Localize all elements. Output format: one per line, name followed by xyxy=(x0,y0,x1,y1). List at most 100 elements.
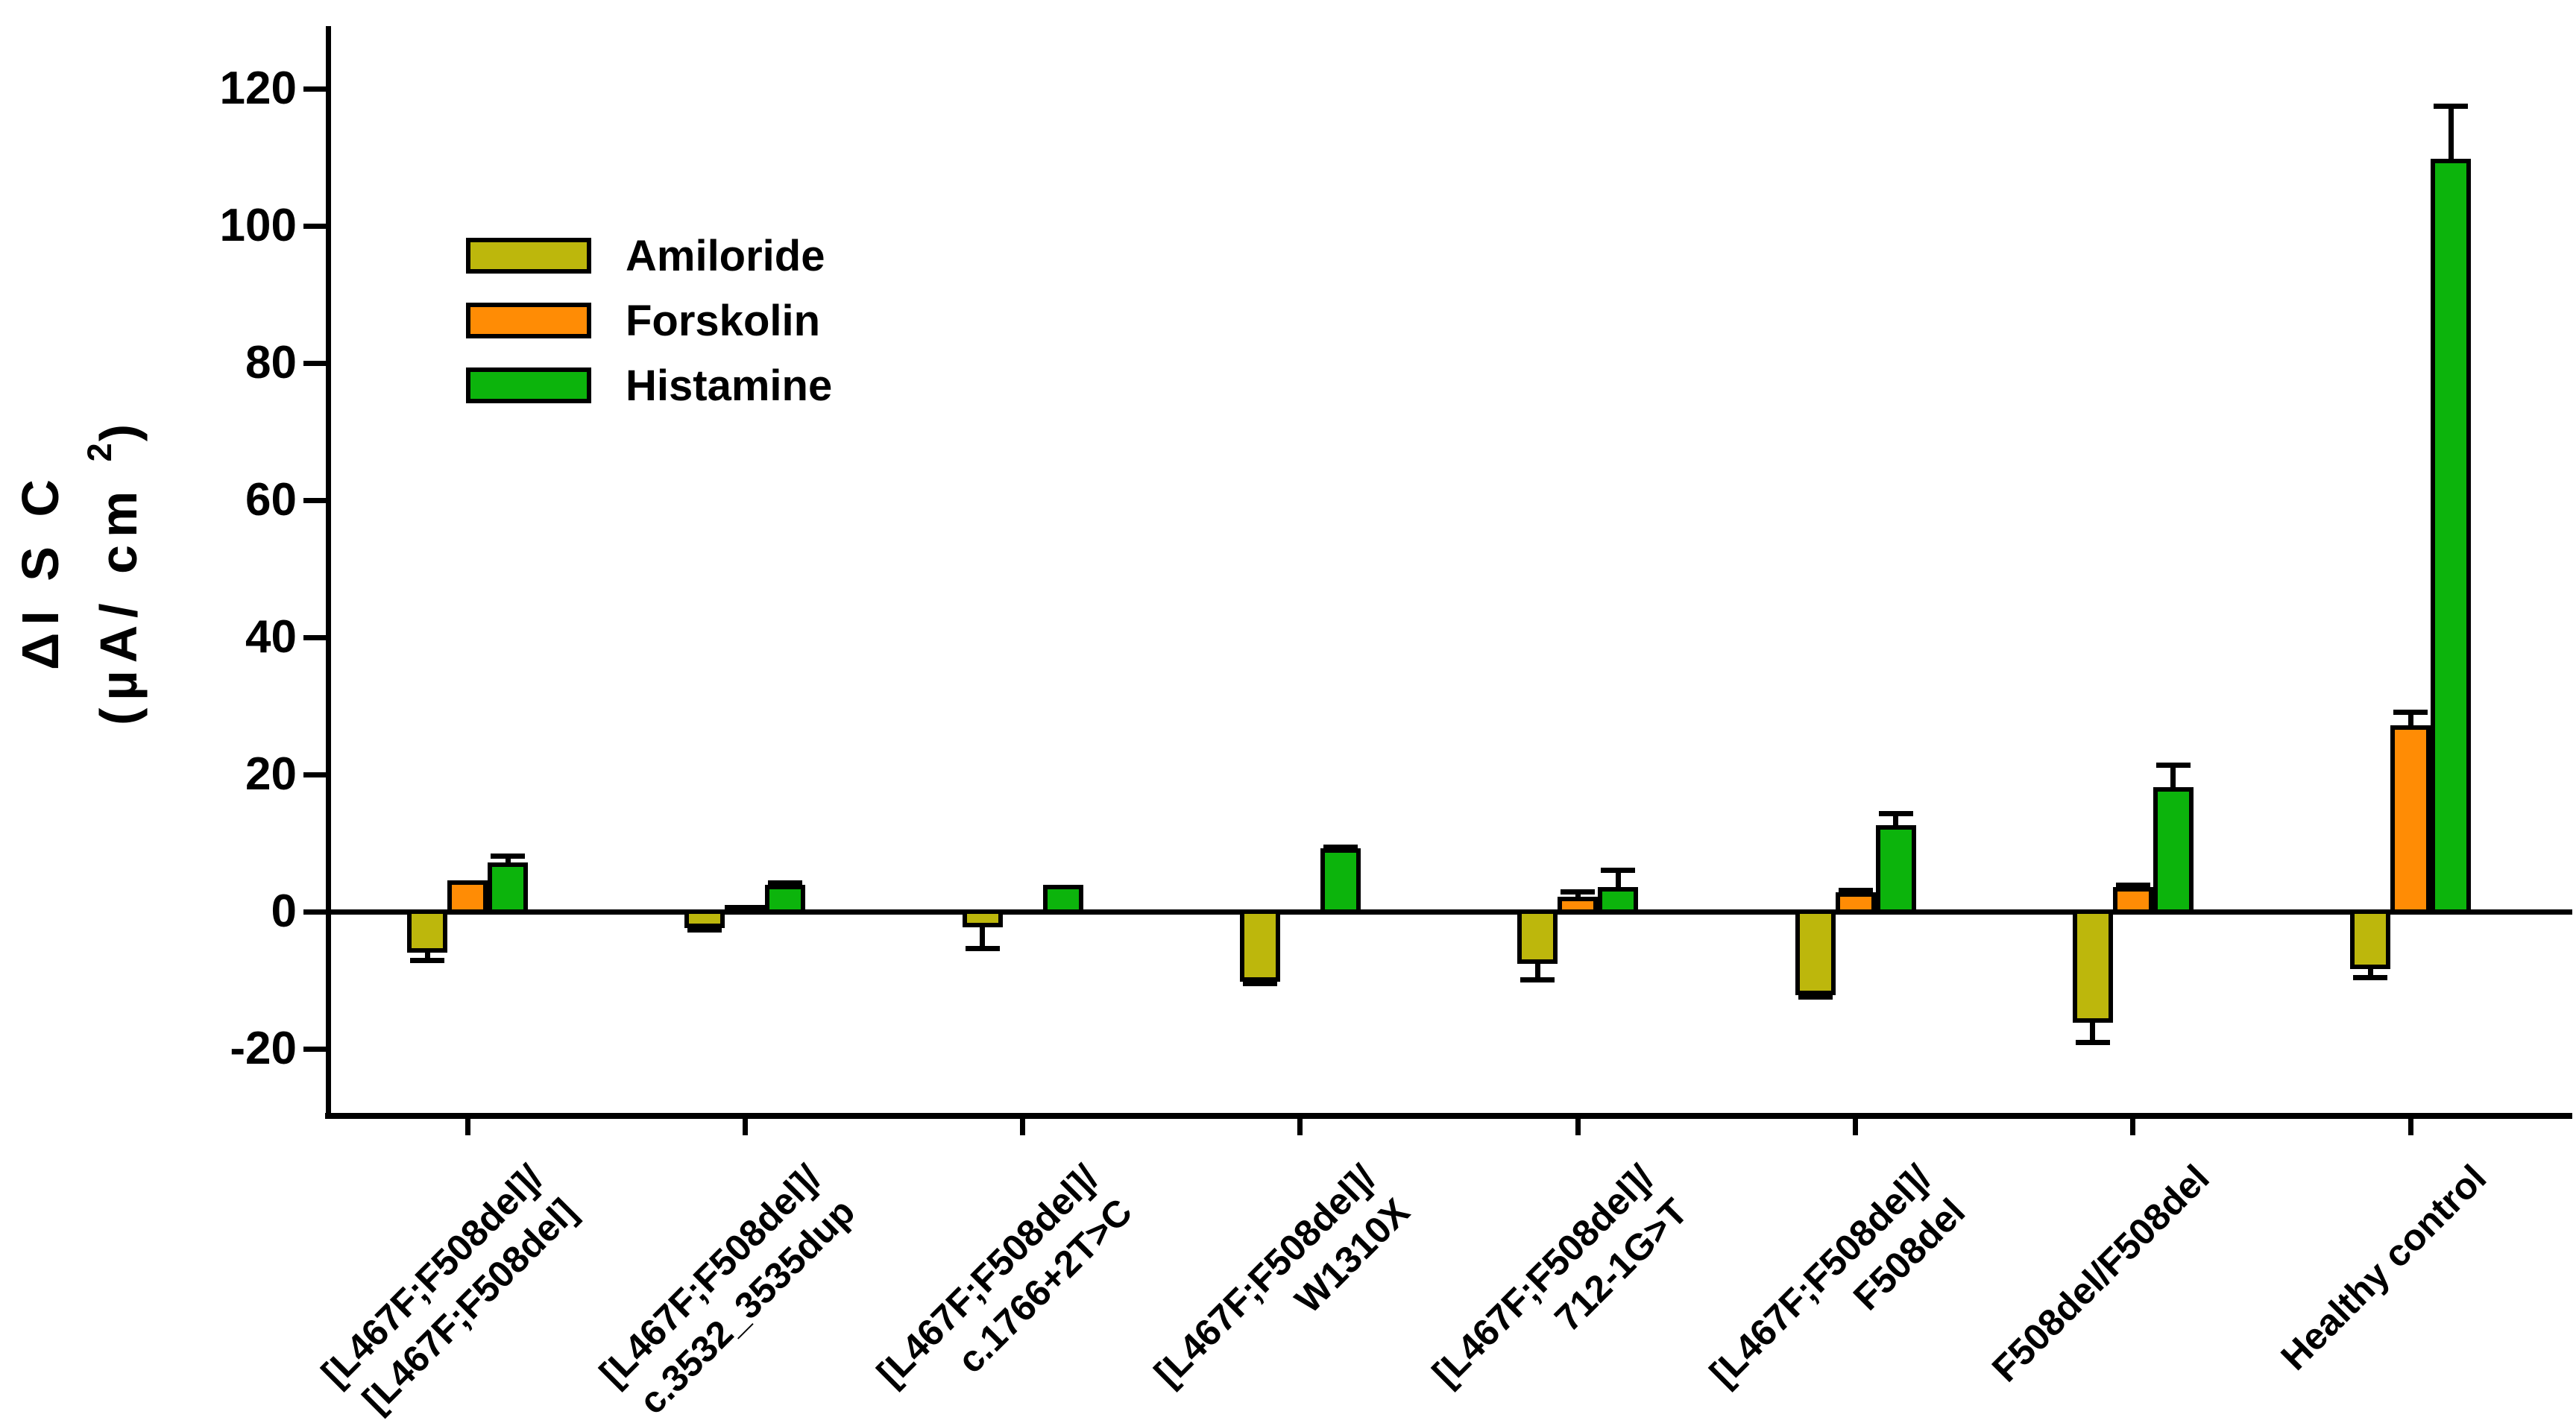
error-cap-amiloride-1 xyxy=(687,927,722,933)
y-axis-label-line2: (µA/ cm 2) xyxy=(81,416,148,726)
y-tick xyxy=(303,772,327,777)
bar-forskolin-7 xyxy=(2390,725,2431,914)
error-bar-amiloride-6 xyxy=(2090,1020,2096,1043)
legend-swatch-amiloride xyxy=(466,238,591,274)
bar-histamine-1 xyxy=(765,884,806,914)
x-tick xyxy=(1575,1116,1581,1135)
x-tick xyxy=(1853,1116,1858,1135)
error-cap-amiloride-3 xyxy=(1242,981,1277,987)
x-axis-label: F508del/F508del xyxy=(1982,1155,2219,1392)
error-bar-amiloride-7 xyxy=(2367,966,2373,978)
error-bar-forskolin-4 xyxy=(1575,892,1581,900)
y-tick-label: 20 xyxy=(245,748,297,800)
bar-amiloride-4 xyxy=(1517,909,1558,965)
y-tick-label: 80 xyxy=(245,337,297,388)
legend-swatch-histamine xyxy=(466,367,591,403)
bar-histamine-5 xyxy=(1875,824,1916,914)
error-bar-amiloride-0 xyxy=(424,950,430,961)
bar-forskolin-1 xyxy=(725,905,766,915)
error-cap-amiloride-4 xyxy=(1520,977,1555,982)
error-cap-histamine-3 xyxy=(1323,845,1358,851)
bar-histamine-4 xyxy=(1598,886,1639,914)
error-cap-amiloride-2 xyxy=(965,946,1000,952)
error-cap-histamine-0 xyxy=(491,853,525,859)
bar-amiloride-5 xyxy=(1795,909,1836,995)
error-cap-amiloride-5 xyxy=(1798,994,1833,1000)
bar-histamine-7 xyxy=(2431,158,2472,914)
x-axis-label-line: F508del/F508del xyxy=(1983,1156,2217,1390)
y-tick-label: 120 xyxy=(219,63,297,114)
x-tick xyxy=(2407,1116,2413,1135)
error-bar-histamine-0 xyxy=(505,856,511,865)
x-axis-label: [L467F;F508del]/c.1766+2T>C xyxy=(867,1155,1143,1426)
bar-histamine-0 xyxy=(488,862,528,914)
error-bar-amiloride-2 xyxy=(980,925,986,949)
error-cap-forskolin-4 xyxy=(1561,889,1596,895)
x-tick xyxy=(742,1116,748,1135)
legend-item-amiloride: Amiloride xyxy=(466,232,832,280)
x-tick xyxy=(1020,1116,1026,1135)
error-cap-amiloride-7 xyxy=(2353,974,2388,980)
error-bar-amiloride-4 xyxy=(1534,962,1540,980)
y-tick xyxy=(303,360,327,366)
bar-amiloride-3 xyxy=(1239,909,1280,982)
y-tick-label: 0 xyxy=(271,886,297,937)
legend-swatch-forskolin xyxy=(466,303,591,338)
y-tick-label: 60 xyxy=(245,474,297,526)
x-axis-label: [L467F;F508del]/c.3532_3535dup xyxy=(589,1155,865,1426)
bar-histamine-2 xyxy=(1042,884,1083,914)
error-bar-histamine-6 xyxy=(2170,765,2176,790)
error-cap-histamine-6 xyxy=(2155,762,2191,768)
bar-histamine-6 xyxy=(2153,787,2194,914)
bar-amiloride-6 xyxy=(2072,909,2113,1023)
legend-label: Forskolin xyxy=(626,296,821,345)
x-tick xyxy=(465,1116,470,1135)
error-cap-histamine-5 xyxy=(1878,810,1913,816)
bar-forskolin-6 xyxy=(2112,886,2153,914)
y-tick xyxy=(303,909,327,915)
error-cap-histamine-7 xyxy=(2434,103,2469,109)
x-tick xyxy=(1297,1116,1303,1135)
error-cap-amiloride-6 xyxy=(2075,1040,2110,1046)
x-axis-label: [L467F;F508del]/[L467F;F508del] xyxy=(312,1155,588,1426)
error-bar-forskolin-7 xyxy=(2407,712,2413,728)
y-tick xyxy=(303,1046,327,1052)
x-axis-label: [L467F;F508del]/W1310X xyxy=(1144,1155,1420,1426)
y-tick-label: 40 xyxy=(245,611,297,663)
y-tick xyxy=(303,86,327,92)
superscript-2: 2 xyxy=(81,441,119,462)
legend: Amiloride Forskolin Histamine xyxy=(466,232,832,429)
bar-amiloride-0 xyxy=(407,909,447,953)
x-axis xyxy=(325,1113,2572,1119)
x-tick xyxy=(2130,1116,2136,1135)
zero-line xyxy=(325,909,2572,915)
bar-amiloride-1 xyxy=(684,909,725,929)
y-tick xyxy=(303,223,327,229)
error-cap-histamine-4 xyxy=(1601,868,1636,874)
x-axis-label: Healthy control xyxy=(2271,1155,2497,1381)
y-tick xyxy=(303,634,327,640)
y-tick xyxy=(303,497,327,503)
bar-forskolin-4 xyxy=(1558,897,1599,914)
error-cap-amiloride-0 xyxy=(410,957,444,963)
legend-item-forskolin: Forskolin xyxy=(466,297,832,345)
bar-forskolin-0 xyxy=(447,880,488,914)
x-axis-label: [L467F;F508del]/712-1G>T xyxy=(1422,1155,1698,1426)
error-cap-forskolin-7 xyxy=(2393,709,2428,715)
error-bar-histamine-4 xyxy=(1615,870,1621,889)
legend-item-histamine: Histamine xyxy=(466,362,832,410)
bar-amiloride-2 xyxy=(962,909,1003,928)
x-axis-label-line: Healthy control xyxy=(2273,1156,2495,1378)
error-cap-forskolin-6 xyxy=(2115,882,2150,888)
error-bar-histamine-5 xyxy=(1893,813,1898,827)
error-cap-forskolin-5 xyxy=(1838,887,1873,893)
x-axis-label: [L467F;F508del]/F508del xyxy=(1700,1155,1976,1426)
legend-label: Amiloride xyxy=(626,231,825,280)
legend-label: Histamine xyxy=(626,361,833,410)
error-cap-histamine-1 xyxy=(768,880,803,886)
y-tick-label: -20 xyxy=(230,1023,297,1074)
y-tick-label: 100 xyxy=(219,200,297,251)
bar-amiloride-7 xyxy=(2350,909,2391,969)
y-axis-label-line1: ΔI S C xyxy=(11,472,69,670)
